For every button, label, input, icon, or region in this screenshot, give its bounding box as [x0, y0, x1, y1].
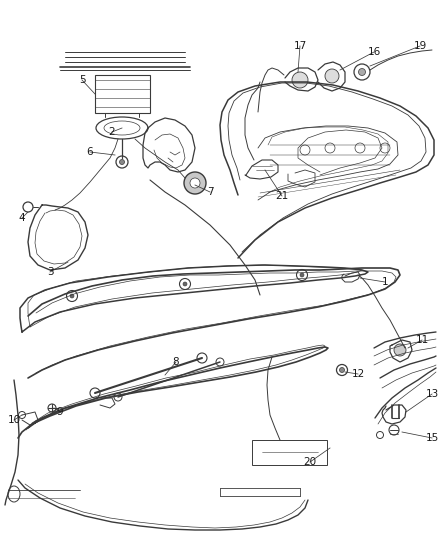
Circle shape — [116, 156, 128, 168]
Text: 11: 11 — [415, 335, 429, 345]
Circle shape — [23, 202, 33, 212]
Text: 9: 9 — [57, 407, 64, 417]
Circle shape — [377, 432, 384, 439]
Circle shape — [190, 178, 200, 188]
Text: 16: 16 — [367, 47, 381, 57]
Circle shape — [297, 270, 307, 280]
Circle shape — [48, 404, 56, 412]
Text: 13: 13 — [425, 389, 438, 399]
Text: 10: 10 — [7, 415, 21, 425]
Circle shape — [394, 344, 406, 356]
Circle shape — [120, 159, 124, 165]
Circle shape — [90, 388, 100, 398]
Text: 20: 20 — [304, 457, 317, 467]
Ellipse shape — [104, 121, 140, 135]
Ellipse shape — [96, 117, 148, 139]
Circle shape — [354, 64, 370, 80]
Circle shape — [300, 145, 310, 155]
Text: 2: 2 — [109, 127, 115, 137]
Text: 12: 12 — [351, 369, 364, 379]
Circle shape — [339, 367, 345, 373]
Text: 17: 17 — [293, 41, 307, 51]
Text: 7: 7 — [207, 187, 213, 197]
Circle shape — [325, 69, 339, 83]
Circle shape — [67, 290, 78, 302]
Circle shape — [292, 72, 308, 88]
Circle shape — [380, 143, 390, 153]
Circle shape — [18, 411, 25, 418]
Text: 1: 1 — [381, 277, 389, 287]
Circle shape — [325, 143, 335, 153]
Circle shape — [300, 273, 304, 277]
Circle shape — [336, 365, 347, 376]
Circle shape — [70, 294, 74, 298]
Circle shape — [183, 282, 187, 286]
Circle shape — [389, 425, 399, 435]
Text: 8: 8 — [173, 357, 179, 367]
Text: 21: 21 — [276, 191, 289, 201]
Ellipse shape — [8, 486, 20, 502]
Text: 19: 19 — [413, 41, 427, 51]
Text: 15: 15 — [425, 433, 438, 443]
FancyBboxPatch shape — [95, 75, 150, 113]
Circle shape — [216, 358, 224, 366]
Text: 3: 3 — [47, 267, 53, 277]
Circle shape — [358, 69, 365, 76]
Circle shape — [184, 172, 206, 194]
FancyBboxPatch shape — [252, 440, 327, 465]
Circle shape — [197, 353, 207, 363]
Circle shape — [114, 393, 122, 401]
Text: 6: 6 — [87, 147, 93, 157]
Text: 5: 5 — [79, 75, 85, 85]
Circle shape — [180, 279, 191, 289]
Text: 4: 4 — [19, 213, 25, 223]
Circle shape — [355, 143, 365, 153]
